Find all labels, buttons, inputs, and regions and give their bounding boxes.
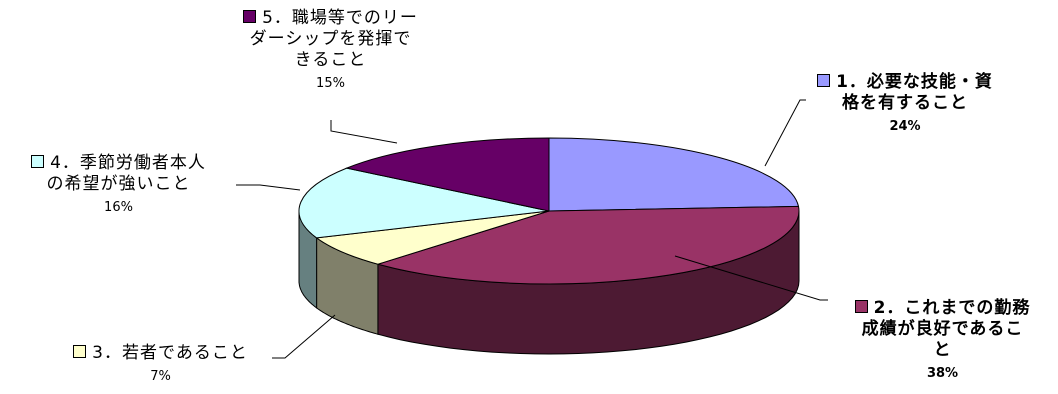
leader-line-2: [674, 255, 828, 301]
legend-label-2: 2．これまでの勤務 成績が良好であるこ と 38%: [830, 298, 1055, 384]
leader-line-4: [236, 184, 301, 191]
slice-3-percent: 7%: [150, 369, 171, 384]
slice-4-percent: 16%: [104, 200, 133, 215]
slice-4-swatch: [31, 155, 45, 168]
slice-1-swatch: [817, 74, 831, 87]
legend-label-4: 4．季節労働者本人 の希望が強いこと 16%: [6, 153, 231, 218]
slice-3-swatch: [73, 345, 87, 358]
leader-line-3: [272, 314, 336, 359]
slice-4-top: [298, 167, 550, 239]
slice-1-percent: 24%: [889, 119, 921, 134]
legend-label-3: 3．若者であること 7%: [48, 343, 273, 387]
slice-1-top: [548, 137, 800, 212]
slice-5-swatch: [243, 10, 257, 23]
leader-line-5: [330, 120, 398, 144]
slice-5-percent: 15%: [316, 76, 345, 91]
slice-2-swatch: [854, 300, 868, 313]
leader-line-1: [764, 99, 806, 167]
legend-label-1: 1．必要な技能・資 格を有すること 24%: [800, 72, 1010, 137]
legend-label-5: 5．職場等でのリー ダーシップを発揮で きること 15%: [218, 8, 443, 94]
slice-2-top: [376, 205, 800, 285]
slice-2-percent: 38%: [926, 366, 959, 381]
slice-3-top: [315, 210, 550, 265]
slice-5-top: [344, 137, 550, 212]
